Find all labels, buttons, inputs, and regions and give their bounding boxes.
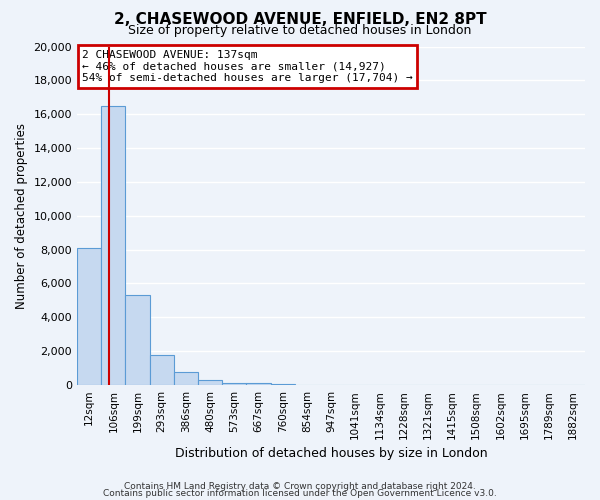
Bar — [247, 384, 271, 385]
Text: Contains public sector information licensed under the Open Government Licence v3: Contains public sector information licen… — [103, 490, 497, 498]
Bar — [77, 248, 101, 385]
Bar — [149, 356, 174, 385]
Bar — [101, 106, 125, 385]
Bar — [125, 296, 149, 385]
Bar — [174, 372, 198, 385]
Text: Size of property relative to detached houses in London: Size of property relative to detached ho… — [128, 24, 472, 37]
Bar — [198, 380, 222, 385]
Text: 2 CHASEWOOD AVENUE: 137sqm
← 46% of detached houses are smaller (14,927)
54% of : 2 CHASEWOOD AVENUE: 137sqm ← 46% of deta… — [82, 50, 413, 83]
Bar — [222, 382, 247, 385]
X-axis label: Distribution of detached houses by size in London: Distribution of detached houses by size … — [175, 447, 487, 460]
Text: Contains HM Land Registry data © Crown copyright and database right 2024.: Contains HM Land Registry data © Crown c… — [124, 482, 476, 491]
Bar — [271, 384, 295, 385]
Text: 2, CHASEWOOD AVENUE, ENFIELD, EN2 8PT: 2, CHASEWOOD AVENUE, ENFIELD, EN2 8PT — [113, 12, 487, 28]
Y-axis label: Number of detached properties: Number of detached properties — [15, 123, 28, 309]
